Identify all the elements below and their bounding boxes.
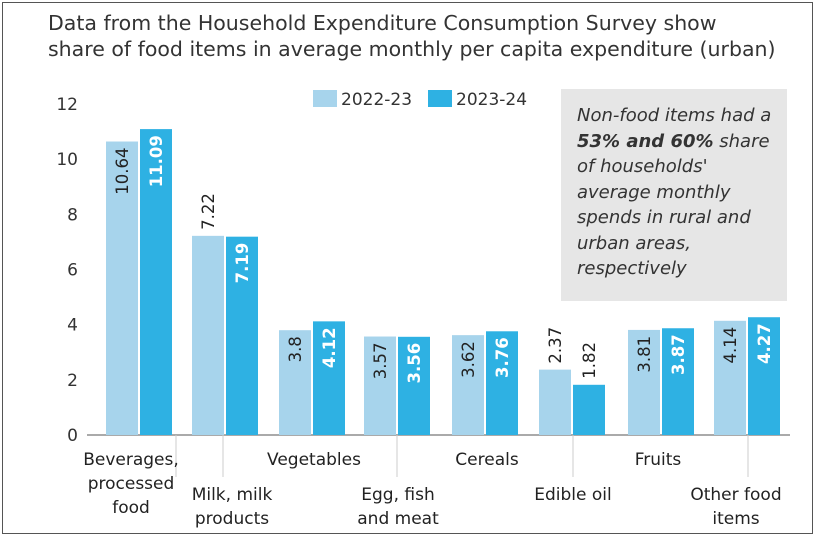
bar-2023-24 xyxy=(748,317,780,435)
data-label: 3.76 xyxy=(493,337,512,378)
annotation-text-start: Non-food items had a xyxy=(577,105,772,126)
x-tick-label: Other food xyxy=(690,485,781,505)
data-label: 4.12 xyxy=(320,327,339,368)
data-label: 7.22 xyxy=(199,193,218,230)
annotation-box: Non-food items had a 53% and 60% share o… xyxy=(561,89,787,301)
x-tick-label: Beverages, xyxy=(83,450,179,470)
chart-title: Data from the Household Expenditure Cons… xyxy=(48,11,776,61)
y-tick-label: 10 xyxy=(56,150,78,170)
x-tick-label: and meat xyxy=(357,509,439,529)
y-tick-label: 12 xyxy=(56,95,78,115)
bar-2023-24 xyxy=(398,336,430,435)
data-label: 3.56 xyxy=(405,343,424,384)
legend-swatch xyxy=(428,90,452,107)
data-label: 3.81 xyxy=(635,336,654,373)
x-tick-label: Fruits xyxy=(635,450,682,470)
bar-2022-23 xyxy=(192,235,224,435)
data-label: 3.8 xyxy=(286,336,305,362)
y-tick-label: 8 xyxy=(67,205,78,225)
bar-2022-23 xyxy=(279,330,311,435)
bar-2022-23 xyxy=(539,369,571,435)
x-tick-label: Cereals xyxy=(455,450,519,470)
bar-2022-23 xyxy=(364,336,396,435)
legend-label: 2022-23 xyxy=(341,90,412,110)
bar-2023-24 xyxy=(313,321,345,435)
bar-2022-23 xyxy=(714,320,746,435)
x-tick-label: Vegetables xyxy=(267,450,361,470)
legend-label: 2023-24 xyxy=(456,90,527,110)
bar-2022-23 xyxy=(106,141,138,435)
data-label: 4.14 xyxy=(721,327,740,364)
x-tick-label: food xyxy=(112,498,150,518)
bar-2023-24 xyxy=(486,331,518,435)
data-label: 4.27 xyxy=(755,323,774,364)
bar-2023-24 xyxy=(573,384,605,435)
y-tick-label: 0 xyxy=(67,426,78,446)
annotation-highlight: 53% and 60% xyxy=(577,130,714,152)
data-label: 1.82 xyxy=(580,342,599,379)
data-label: 10.64 xyxy=(113,148,132,195)
bar-2023-24 xyxy=(662,328,694,435)
x-tick-label: products xyxy=(195,509,269,529)
bar-2023-24 xyxy=(226,236,258,435)
bar-2022-23 xyxy=(628,329,660,435)
data-label: 3.62 xyxy=(459,341,478,378)
x-tick-label: Milk, milk xyxy=(192,485,273,505)
bar-2022-23 xyxy=(452,335,484,435)
data-label: 11.09 xyxy=(147,135,166,187)
y-tick-label: 2 xyxy=(67,371,78,391)
y-tick-label: 4 xyxy=(67,316,78,336)
x-tick-label: Egg, fish xyxy=(361,485,434,505)
legend-swatch xyxy=(313,90,337,107)
data-label: 3.57 xyxy=(371,343,390,380)
data-label: 3.87 xyxy=(669,334,688,375)
annotation-text-end: share of households' average monthly spe… xyxy=(577,130,770,280)
x-tick-label: Edible oil xyxy=(534,485,611,505)
y-tick-label: 6 xyxy=(67,261,78,281)
data-label: 7.19 xyxy=(233,243,252,284)
bar-2023-24 xyxy=(140,129,172,435)
data-label: 2.37 xyxy=(546,327,565,364)
x-tick-label: processed xyxy=(88,474,175,494)
x-tick-label: items xyxy=(712,509,759,529)
